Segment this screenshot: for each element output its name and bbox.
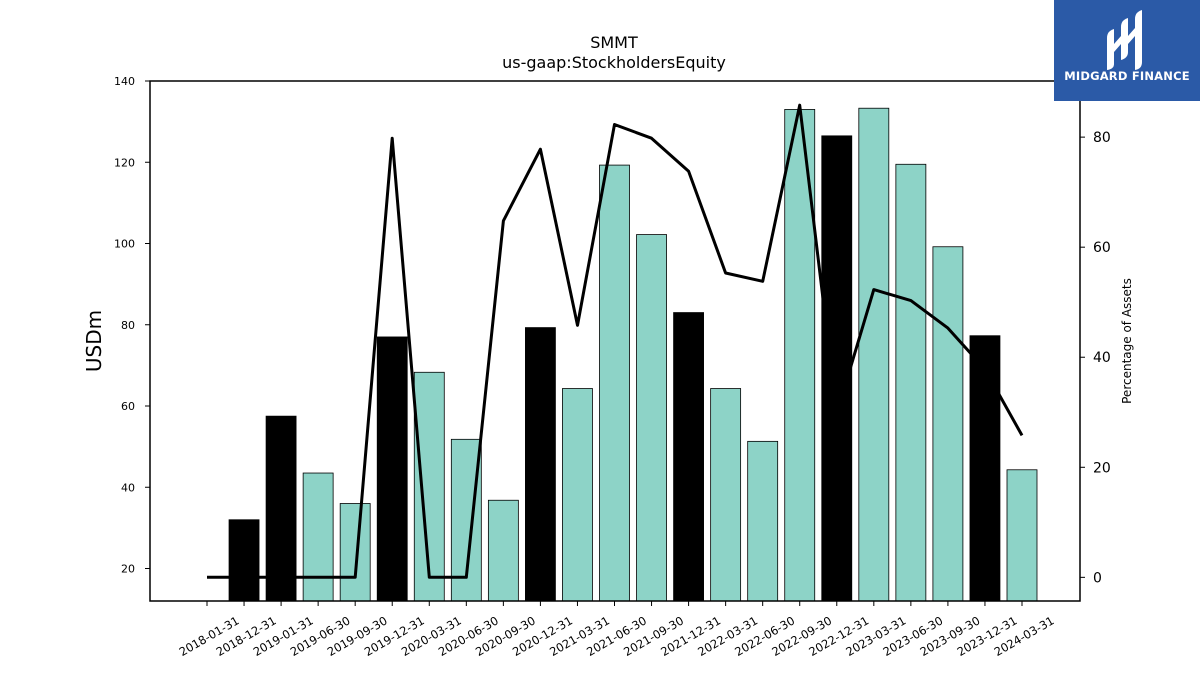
- left-axis-ticks: 20 40 60 80 100 120 140: [114, 75, 150, 576]
- y2-tick-label: 20: [1093, 460, 1111, 476]
- y-tick-label: 140: [114, 75, 135, 88]
- y-tick-label: 60: [121, 400, 135, 413]
- y-tick-label: 40: [121, 481, 135, 494]
- bar-2019-09-30: [339, 503, 371, 602]
- bar-2021-09-30: [636, 234, 667, 602]
- y2-tick-label: 80: [1093, 130, 1111, 146]
- bar-2019-01-31: [265, 415, 297, 602]
- bar-2021-06-30: [599, 164, 630, 602]
- bar-2019-12-31: [376, 336, 408, 602]
- logo-text: MIDGARD FINANCE: [1064, 69, 1190, 83]
- y-tick-label: 20: [121, 563, 135, 576]
- y2-tick-label: 60: [1093, 240, 1111, 256]
- bar-2023-09-30: [932, 246, 964, 602]
- bar-2023-03-31: [858, 107, 890, 602]
- y2-tick-label: 40: [1093, 350, 1111, 366]
- bar-2019-06-30: [302, 472, 334, 602]
- midgard-finance-logo: MIDGARD FINANCE: [1054, 0, 1200, 101]
- y2-tick-label: 0: [1093, 570, 1102, 586]
- y-tick-label: 120: [114, 156, 135, 169]
- bar-2024-03-31: [1006, 469, 1038, 602]
- bar-2021-12-31: [673, 312, 704, 602]
- y2-axis-label: Percentage of Assets: [1120, 278, 1134, 404]
- bar-2020-12-31: [525, 327, 556, 602]
- bar-2023-06-30: [895, 163, 927, 602]
- bar-2022-06-30: [747, 440, 779, 602]
- chart-title: SMMT: [590, 33, 638, 52]
- x-axis-ticks: 2018-01-312018-12-312019-01-312019-06-30…: [177, 601, 1057, 659]
- y-axis-label: USDm: [82, 310, 106, 372]
- bar-2022-12-31: [821, 135, 853, 602]
- logo-mark-icon: [1107, 10, 1142, 70]
- bar-2018-12-31: [228, 519, 260, 602]
- bar-2021-03-31: [562, 388, 593, 602]
- bar-2020-09-30: [487, 499, 519, 602]
- y-tick-label: 80: [121, 319, 135, 332]
- percentage-line: [207, 103, 1024, 579]
- y-tick-label: 100: [114, 238, 135, 251]
- bar-2023-12-31: [969, 335, 1001, 602]
- chart-subtitle: us-gaap:StockholdersEquity: [502, 53, 726, 72]
- right-axis-ticks: 0 20 40 60 80: [1080, 130, 1111, 586]
- bar-2022-03-31: [710, 388, 742, 602]
- bar-series: [228, 107, 1038, 602]
